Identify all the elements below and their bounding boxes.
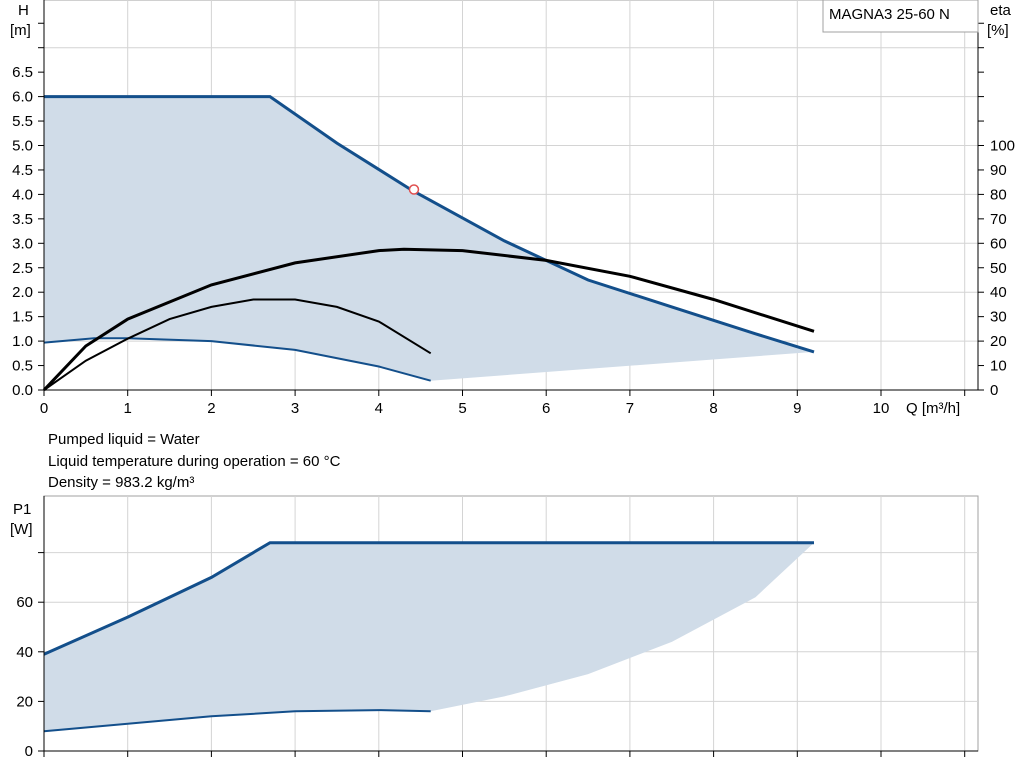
y-right-tick-label: 60 [990,235,1007,252]
y-right-label: eta [990,2,1012,19]
bottom-chart-curves [43,541,814,733]
pump-title: MAGNA3 25-60 N [829,6,950,23]
x-axis-label: Q [m³/h] [906,400,960,417]
y-left-tick-label: 1.5 [12,309,33,326]
h-min-curve [43,337,431,382]
eta-max-curve [42,247,815,392]
y-left-tick-label: 5.5 [12,113,33,130]
y-left-tick-label: 2.5 [12,260,33,277]
p1-tick-label: 40 [16,644,33,661]
x-tick-label: 4 [375,400,383,417]
liquid-info: Pumped liquid = Water Liquid temperature… [48,429,340,494]
operating-range-area [44,96,814,381]
pump-title-box [822,0,979,33]
y-left-tick-label: 0.0 [12,382,33,399]
x-tick-label: 2 [207,400,215,417]
pumped-liquid-text: Pumped liquid = Water [48,431,200,448]
p1-tick-label: 20 [16,693,33,710]
y-left-tick-label: 4.5 [12,162,33,179]
y-left-tick-label: 6.0 [12,89,33,106]
y-left-tick-label: 3.0 [12,235,33,252]
bottom-chart-axes: 0 20 40 60 [16,496,978,760]
x-tick-label: 6 [542,400,550,417]
y-left-tick-label: 2.0 [12,284,33,301]
x-tick-label: 5 [458,400,466,417]
y-right-tick-label: 70 [990,211,1007,228]
h-max-curve [44,95,815,354]
x-tick-label: 10 [873,400,890,417]
y-left-unit: [m] [10,22,31,39]
y-right-tick-label: 100 [990,138,1015,155]
x-tick-label: 3 [291,400,299,417]
y-left-tick-label: 3.5 [12,211,33,228]
y-left-tick-label: 1.0 [12,333,33,350]
p1-label: P1 [13,501,31,518]
top-chart-curves [42,95,815,392]
y-right-tick-label: 0 [990,382,998,399]
top-chart-axes: 0 1 2 3 4 5 6 7 8 9 10 0.0 0.5 1.0 1.5 2.0 2.5 3.0 3.5 4.0 4… [12,0,1015,417]
y-right-tick-label: 50 [990,260,1007,277]
duty-point-marker [408,184,420,195]
y-right-tick-label: 90 [990,162,1007,179]
p1-unit: [W] [10,521,33,538]
y-right-tick-label: 10 [990,358,1007,375]
power-range-area [44,542,814,732]
x-tick-label: 7 [626,400,634,417]
x-tick-label: 8 [709,400,717,417]
x-tick-label: 0 [40,400,48,417]
p1-max-curve [43,541,814,656]
eta-min-curve [43,298,432,391]
power-area-fill [44,542,814,732]
y-right-tick-label: 40 [990,284,1007,301]
x-tick-label: 1 [124,400,132,417]
p1-tick-label: 0 [25,743,33,760]
y-left-tick-label: 6.5 [12,64,33,81]
y-left-tick-label: 5.0 [12,138,33,155]
y-right-unit: [%] [987,22,1009,39]
y-left-label: H [18,2,29,19]
operating-area-fill [44,96,814,381]
y-right-tick-label: 20 [990,333,1007,350]
p1-tick-label: 60 [16,594,33,611]
y-right-tick-label: 80 [990,186,1007,203]
x-tick-label: 9 [793,400,801,417]
p1-min-curve [43,709,431,733]
y-left-tick-label: 0.5 [12,358,33,375]
y-right-tick-label: 30 [990,309,1007,326]
y-left-tick-label: 4.0 [12,186,33,203]
density-text: Density = 983.2 kg/m³ [48,474,195,491]
liquid-temperature-text: Liquid temperature during operation = 60… [48,452,341,470]
